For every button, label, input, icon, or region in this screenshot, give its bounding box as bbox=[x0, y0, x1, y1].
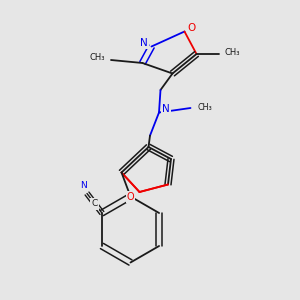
Text: N: N bbox=[81, 182, 87, 190]
Text: CH₃: CH₃ bbox=[197, 103, 212, 112]
Text: O: O bbox=[127, 192, 134, 203]
Text: N: N bbox=[140, 38, 148, 48]
Text: N: N bbox=[162, 104, 170, 115]
Text: CH₃: CH₃ bbox=[225, 48, 240, 57]
Text: O: O bbox=[188, 23, 196, 33]
Text: C: C bbox=[91, 200, 98, 208]
Text: CH₃: CH₃ bbox=[90, 53, 105, 62]
